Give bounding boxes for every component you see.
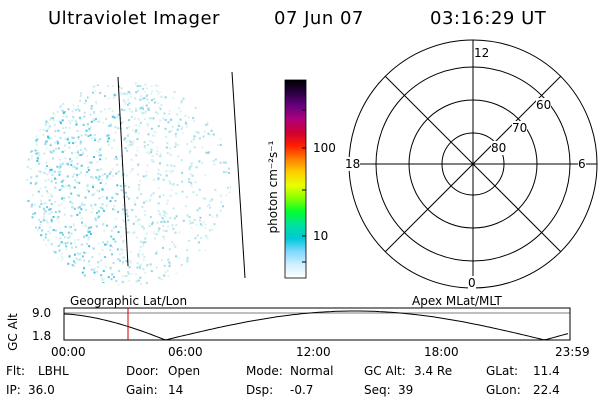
flt-value: LBHL [38,364,69,378]
ip-key: IP: [6,383,21,397]
glon-key: GLon: [486,383,521,397]
flt-key: Flt: [6,364,25,378]
dsp-value: -0.7 [290,383,314,397]
geo-coord-label: Geographic Lat/Lon [70,294,188,308]
mode-value: Normal [290,364,334,378]
time-tick-0600: 06:00 [168,345,203,359]
mlt-label-0: 0 [468,276,476,290]
mlat-label-70: 70 [512,121,528,135]
time-label: 03:16:29 UT [430,8,547,29]
mlt-label-18: 18 [345,157,361,171]
date-label: 07 Jun 07 [274,8,364,29]
terminator-line [117,76,129,267]
door-value: Open [168,364,201,378]
mode-key: Mode: [246,364,283,378]
seq-value: 39 [398,383,414,397]
limb-line [231,71,246,279]
gc-alt-value: 3.4 Re [414,364,453,378]
time-tick-1200: 12:00 [296,345,331,359]
alt-tick-1-8: 1.8 [32,329,52,343]
mlt-label-6: 6 [578,157,586,171]
glat-key: GLat: [486,364,519,378]
mlt-label-12: 12 [474,46,490,60]
glon-value: 22.4 [533,383,560,397]
dsp-key: Dsp: [246,383,274,397]
glat-value: 11.4 [533,364,560,378]
apex-coord-label: Apex MLat/MLT [412,294,502,308]
ip-value: 36.0 [28,383,55,397]
time-tick-1800: 18:00 [424,345,459,359]
colorbar-tick-100: 100 [313,141,336,155]
door-key: Door: [126,364,159,378]
seq-key: Seq: [364,383,391,397]
gc-alt-key: GC Alt: [364,364,406,378]
time-tick-0000: 00:00 [51,345,86,359]
mlat-label-80: 80 [491,141,507,155]
gain-value: 14 [168,383,184,397]
mlat-label-60: 60 [536,98,552,112]
colorbar-tick-10: 10 [313,229,329,243]
time-tick-2359: 23:59 [555,345,590,359]
alt-tick-9: 9.0 [32,306,52,320]
gain-key: Gain: [126,383,158,397]
instrument-title: Ultraviolet Imager [48,8,220,29]
